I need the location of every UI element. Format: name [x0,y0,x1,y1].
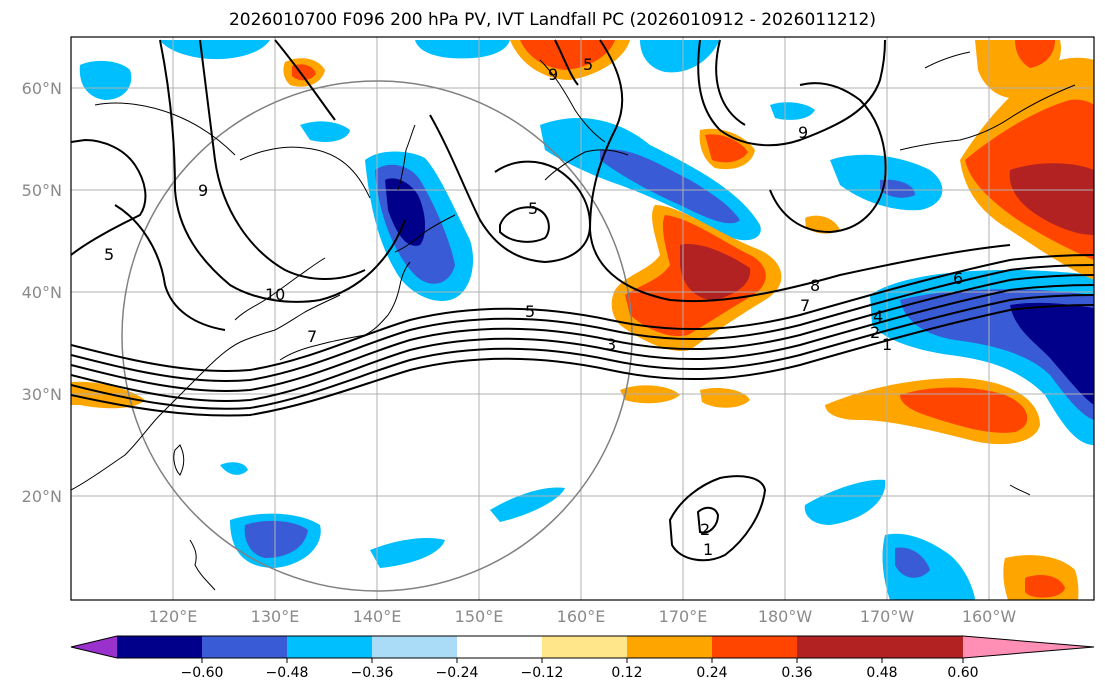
colorbar-tick-label: 0.60 [947,665,978,681]
lon-tick-label: 130°E [251,607,300,626]
pv-positive-region [900,387,1028,433]
pv-negative-region [79,60,132,100]
contour-label: 8 [810,276,820,295]
colorbar-extend-low [71,636,117,658]
contour-label: 5 [104,245,114,264]
pv-negative-region [370,538,445,568]
latitude-axis: 60°N 50°N 40°N 30°N 20°N [22,79,62,506]
colorbar-ticks [201,658,964,663]
map-frame [70,36,1095,601]
contour-label: 6 [953,269,963,288]
lon-tick-label: 160°W [962,607,1017,626]
contour-label: 9 [798,123,808,142]
contour-label: 2 [870,323,880,342]
colorbar-tick-label: −0.24 [436,665,479,681]
colorbar-segment [542,636,627,658]
colorbar-segment [797,636,882,658]
colorbar-extend-high [882,636,963,658]
colorbar: −0.60 −0.48 −0.36 −0.24 −0.12 0.12 0.24 … [70,635,1095,681]
lat-tick-label: 30°N [22,385,62,404]
pv-positive-region [1009,163,1094,235]
colorbar-tick-label: 0.24 [696,665,727,681]
map-title: 2026010700 F096 200 hPa PV, IVT Landfall… [228,10,876,30]
colorbar-segment [712,636,797,658]
colorbar-tick-label: 0.36 [781,665,812,681]
contour-label: 9 [548,65,558,84]
lon-tick-label: 140°E [353,607,402,626]
contour-label: 2 [700,520,710,539]
pv-positive-region [705,134,748,163]
colorbar-segment [457,636,542,658]
pv-negative-region [804,479,886,525]
pv-positive-region [1025,575,1065,598]
colorbar-segment [117,636,202,658]
colorbar-segment [372,636,457,658]
contour-label: 10 [265,285,285,304]
longitude-axis: 120°E 130°E 140°E 150°E 160°E 170°E 180°… [149,607,1017,626]
colorbar-tick-label: −0.48 [266,665,309,681]
contour-label: 1 [882,335,892,354]
pv-negative-region [160,40,270,60]
pv-positive-region [520,40,615,70]
pv-negative-region [770,102,815,120]
lon-tick-label: 150°E [455,607,504,626]
colorbar-outline [70,635,1095,659]
pv-negative-region [385,178,426,246]
pv-negative-region [244,520,308,558]
lon-tick-label: 170°W [860,607,915,626]
pv-negative-region [895,547,930,578]
contour-label: 1 [703,540,713,559]
colorbar-tick-label: −0.36 [351,665,394,681]
colorbar-tick-label: 0.48 [866,665,897,681]
contour-label: 7 [307,327,317,346]
colorbar-segment [627,636,712,658]
pv-positive-region [700,388,750,408]
lon-tick-label: 120°E [149,607,198,626]
contour-label: 5 [525,302,535,321]
lat-tick-label: 60°N [22,79,62,98]
colorbar-segment [202,636,287,658]
pv-positive-region [680,244,751,300]
lon-tick-label: 170°E [659,607,708,626]
pv-negative-region [600,149,740,224]
pv-positive-region [71,381,145,409]
lat-tick-label: 50°N [22,181,62,200]
contour-label: 9 [198,181,208,200]
colorbar-tick-label: −0.60 [181,665,224,681]
pv-negative-region [220,462,248,475]
pv-negative-region [300,121,350,142]
pv-shading [71,40,1094,600]
contour-label: 5 [528,199,538,218]
landfall-radius-circle [121,80,633,592]
pv-contours [71,39,1094,562]
coastlines [71,51,1076,591]
pv-negative-region [880,179,915,198]
lat-tick-label: 40°N [22,283,62,302]
colorbar-extend-high-tip [963,636,1094,658]
contour-label: 3 [606,335,616,354]
lon-tick-label: 180°W [758,607,813,626]
colorbar-tick-label: 0.12 [611,665,642,681]
contour-label: 7 [800,296,810,315]
colorbar-segment [287,636,372,658]
colorbar-tick-label: −0.12 [521,665,564,681]
pv-contour-labels: 9 9 5 5 10 9 5 8 7 6 4 2 1 5 3 2 1 7 [104,55,963,559]
lat-tick-label: 20°N [22,487,62,506]
pv-negative-region [1010,302,1094,405]
contour-label: 5 [583,55,593,74]
pv-positive-region [1015,40,1055,68]
lon-tick-label: 160°E [557,607,606,626]
pv-negative-region [415,40,510,59]
contour-label: 4 [873,307,883,326]
pv-positive-region [805,215,840,234]
